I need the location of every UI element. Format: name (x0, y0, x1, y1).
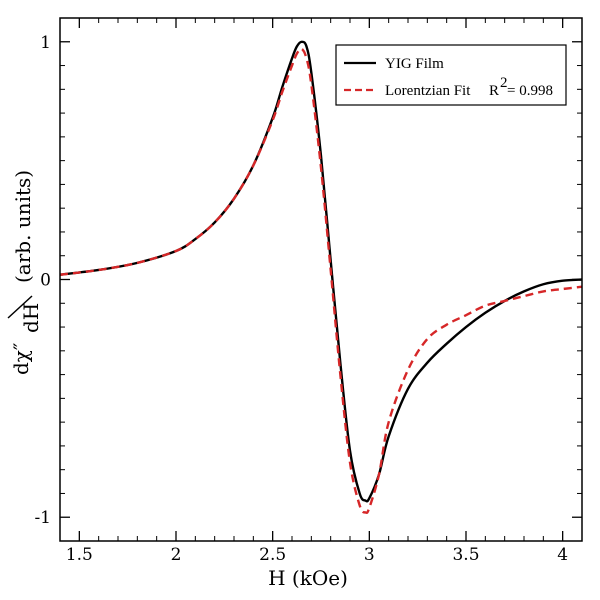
x-ticks: 1.5 2 2.5 3 3.5 4 (66, 18, 568, 565)
y-axis-units: (arb. units) (11, 170, 35, 283)
y-axis-title: dχ″ dH (arb. units) (7, 170, 43, 375)
x-tick-label: 1.5 (66, 545, 93, 565)
x-axis-title: H (kOe) (268, 566, 348, 590)
series-line-lorentzian-fit (59, 47, 583, 515)
legend-label-lorentzian-fit: Lorentzian Fit (385, 83, 471, 99)
plot-frame (59, 17, 583, 542)
legend-r2-value: = 0.998 (507, 83, 553, 99)
legend-box (335, 44, 567, 106)
x-tick-label: 2 (171, 545, 182, 565)
series-group (59, 40, 583, 515)
legend-label-yig-film: YIG Film (385, 56, 444, 72)
y-tick-label: -1 (34, 508, 51, 528)
legend-r2-exponent: 2 (500, 75, 508, 91)
x-tick-label: 3 (364, 545, 375, 565)
y-axis-denominator: dH (19, 303, 43, 333)
x-tick-label: 2.5 (259, 545, 286, 565)
legend: YIG Film Lorentzian Fit R 2 = 0.998 (335, 44, 567, 106)
y-tick-label: 1 (40, 33, 51, 53)
y-axis-numerator: dχ″ (9, 343, 33, 375)
y-ticks: -1 0 1 (34, 33, 582, 528)
x-tick-label: 4 (557, 545, 568, 565)
y-axis-fraction-slash (7, 295, 33, 319)
y-tick-label: 0 (40, 271, 51, 291)
x-tick-label: 3.5 (452, 545, 479, 565)
legend-r2-r: R (489, 83, 499, 99)
